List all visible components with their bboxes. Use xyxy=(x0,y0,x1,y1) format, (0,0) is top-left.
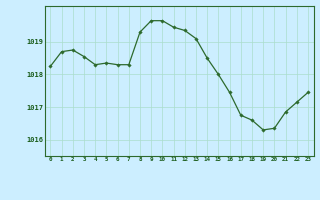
Text: Graphe pression niveau de la mer (hPa): Graphe pression niveau de la mer (hPa) xyxy=(58,184,262,193)
